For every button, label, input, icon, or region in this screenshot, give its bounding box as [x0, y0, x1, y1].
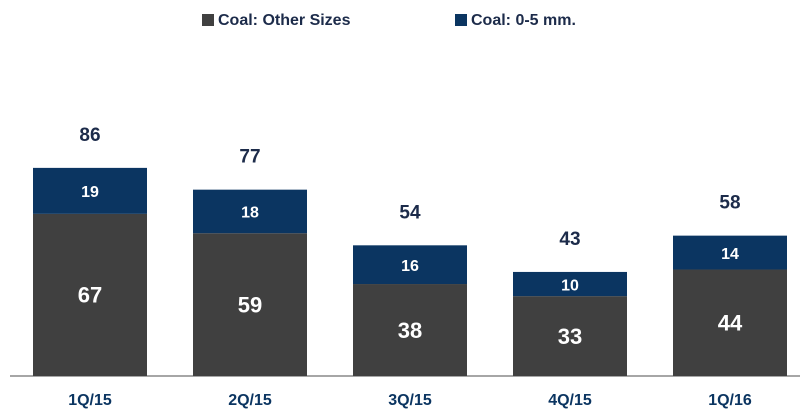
bar-segment — [33, 167, 147, 214]
x-tick-label: 4Q/15 — [548, 392, 592, 409]
segment-label: 44 — [718, 311, 743, 336]
segment-label: 33 — [558, 324, 582, 349]
segment-label: 67 — [78, 283, 102, 308]
bar-segment — [353, 245, 467, 285]
total-label: 77 — [239, 147, 260, 168]
bar-segment — [33, 213, 147, 376]
bar-segment — [193, 189, 307, 234]
segment-label: 14 — [721, 246, 739, 263]
x-tick-label: 1Q/15 — [68, 392, 112, 409]
total-label: 43 — [559, 229, 580, 250]
legend-swatch — [455, 14, 467, 26]
x-tick-label: 3Q/15 — [388, 392, 432, 409]
bar-segment — [673, 235, 787, 270]
segment-label: 18 — [241, 205, 259, 222]
segment-label: 59 — [238, 292, 262, 317]
bar-segment — [513, 271, 627, 297]
total-label: 58 — [719, 193, 740, 214]
segment-label: 38 — [398, 318, 422, 343]
x-tick-label: 1Q/16 — [708, 392, 752, 409]
bar-segment — [673, 269, 787, 376]
legend-label: Coal: Other Sizes — [218, 12, 351, 29]
x-tick-label: 2Q/15 — [228, 392, 272, 409]
total-label: 54 — [399, 202, 421, 223]
segment-label: 19 — [81, 184, 99, 201]
legend-label: Coal: 0-5 mm. — [471, 12, 576, 29]
bar-segment — [353, 284, 467, 376]
segment-label: 16 — [401, 258, 419, 275]
segment-label: 10 — [561, 277, 579, 294]
legend-swatch — [202, 14, 214, 26]
bar-segment — [513, 296, 627, 376]
bar-segment — [193, 233, 307, 376]
total-label: 86 — [79, 125, 100, 146]
